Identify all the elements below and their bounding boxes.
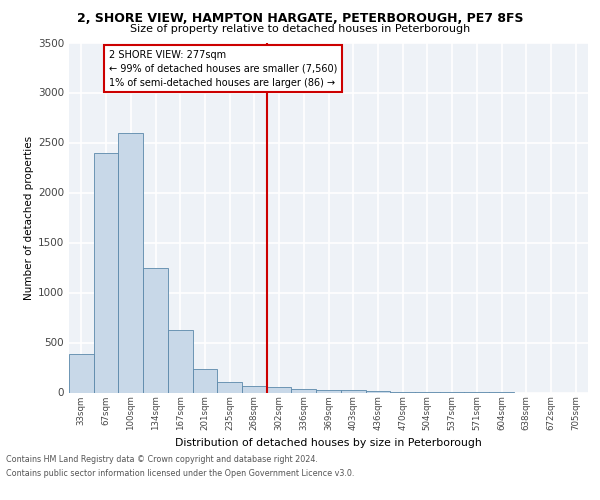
Y-axis label: Number of detached properties: Number of detached properties bbox=[24, 136, 34, 300]
Bar bbox=[365, 391, 390, 392]
Text: 2 SHORE VIEW: 277sqm
← 99% of detached houses are smaller (7,560)
1% of semi-det: 2 SHORE VIEW: 277sqm ← 99% of detached h… bbox=[109, 50, 337, 88]
Bar bbox=[217, 382, 242, 392]
Text: 2, SHORE VIEW, HAMPTON HARGATE, PETERBOROUGH, PE7 8FS: 2, SHORE VIEW, HAMPTON HARGATE, PETERBOR… bbox=[77, 12, 523, 26]
Bar bbox=[242, 386, 267, 392]
Bar bbox=[341, 390, 365, 392]
Bar bbox=[118, 132, 143, 392]
Bar bbox=[193, 369, 217, 392]
Bar bbox=[292, 389, 316, 392]
Bar bbox=[143, 268, 168, 392]
Bar bbox=[69, 354, 94, 393]
Text: Size of property relative to detached houses in Peterborough: Size of property relative to detached ho… bbox=[130, 24, 470, 34]
Bar bbox=[267, 386, 292, 392]
Bar bbox=[94, 152, 118, 392]
X-axis label: Distribution of detached houses by size in Peterborough: Distribution of detached houses by size … bbox=[175, 438, 482, 448]
Bar bbox=[316, 390, 341, 392]
Text: Contains HM Land Registry data © Crown copyright and database right 2024.: Contains HM Land Registry data © Crown c… bbox=[6, 456, 318, 464]
Bar bbox=[168, 330, 193, 392]
Text: Contains public sector information licensed under the Open Government Licence v3: Contains public sector information licen… bbox=[6, 469, 355, 478]
